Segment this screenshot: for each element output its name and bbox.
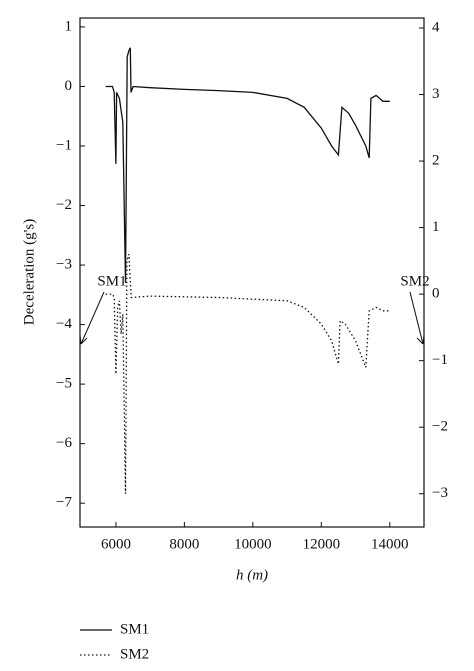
y-tick-label: 1 xyxy=(65,18,73,34)
y2-tick-label: 2 xyxy=(432,152,440,168)
y2-tick-label: 4 xyxy=(432,19,440,35)
x-tick-label: 12000 xyxy=(303,536,341,552)
y2-tick-label: 1 xyxy=(432,219,440,235)
y-axis-label: Deceleration (g's) xyxy=(21,219,37,325)
y2-tick-label: −1 xyxy=(432,352,448,368)
annotation-arrow xyxy=(409,291,424,345)
y-tick-label: −1 xyxy=(56,137,72,153)
y-tick-label: 0 xyxy=(65,78,73,94)
y2-tick-label: −2 xyxy=(432,419,448,435)
x-tick-label: 8000 xyxy=(169,536,199,552)
series-line xyxy=(105,47,390,283)
series-line xyxy=(105,254,390,494)
legend-label: SM2 xyxy=(120,646,149,662)
x-tick-label: 10000 xyxy=(234,536,272,552)
y-tick-label: −5 xyxy=(56,376,72,392)
y-tick-label: −2 xyxy=(56,197,72,213)
y-tick-label: −3 xyxy=(56,256,72,272)
x-tick-label: 6000 xyxy=(101,536,131,552)
y2-tick-label: 0 xyxy=(432,286,440,302)
annotation: SM2 xyxy=(400,273,429,289)
y-tick-label: −7 xyxy=(56,495,72,511)
annotation-arrow xyxy=(80,291,105,345)
y-tick-label: −4 xyxy=(56,316,72,332)
arrow-head xyxy=(416,334,425,345)
x-axis-label: h (m) xyxy=(236,567,268,583)
y2-tick-label: 3 xyxy=(432,86,440,102)
plot-frame xyxy=(79,17,425,528)
y2-tick-label: −3 xyxy=(432,485,448,501)
legend-label: SM1 xyxy=(120,621,149,637)
annotation: SM1 xyxy=(97,273,126,289)
x-tick-label: 14000 xyxy=(371,536,409,552)
arrow-head xyxy=(79,334,88,345)
y-tick-label: −6 xyxy=(56,435,72,451)
